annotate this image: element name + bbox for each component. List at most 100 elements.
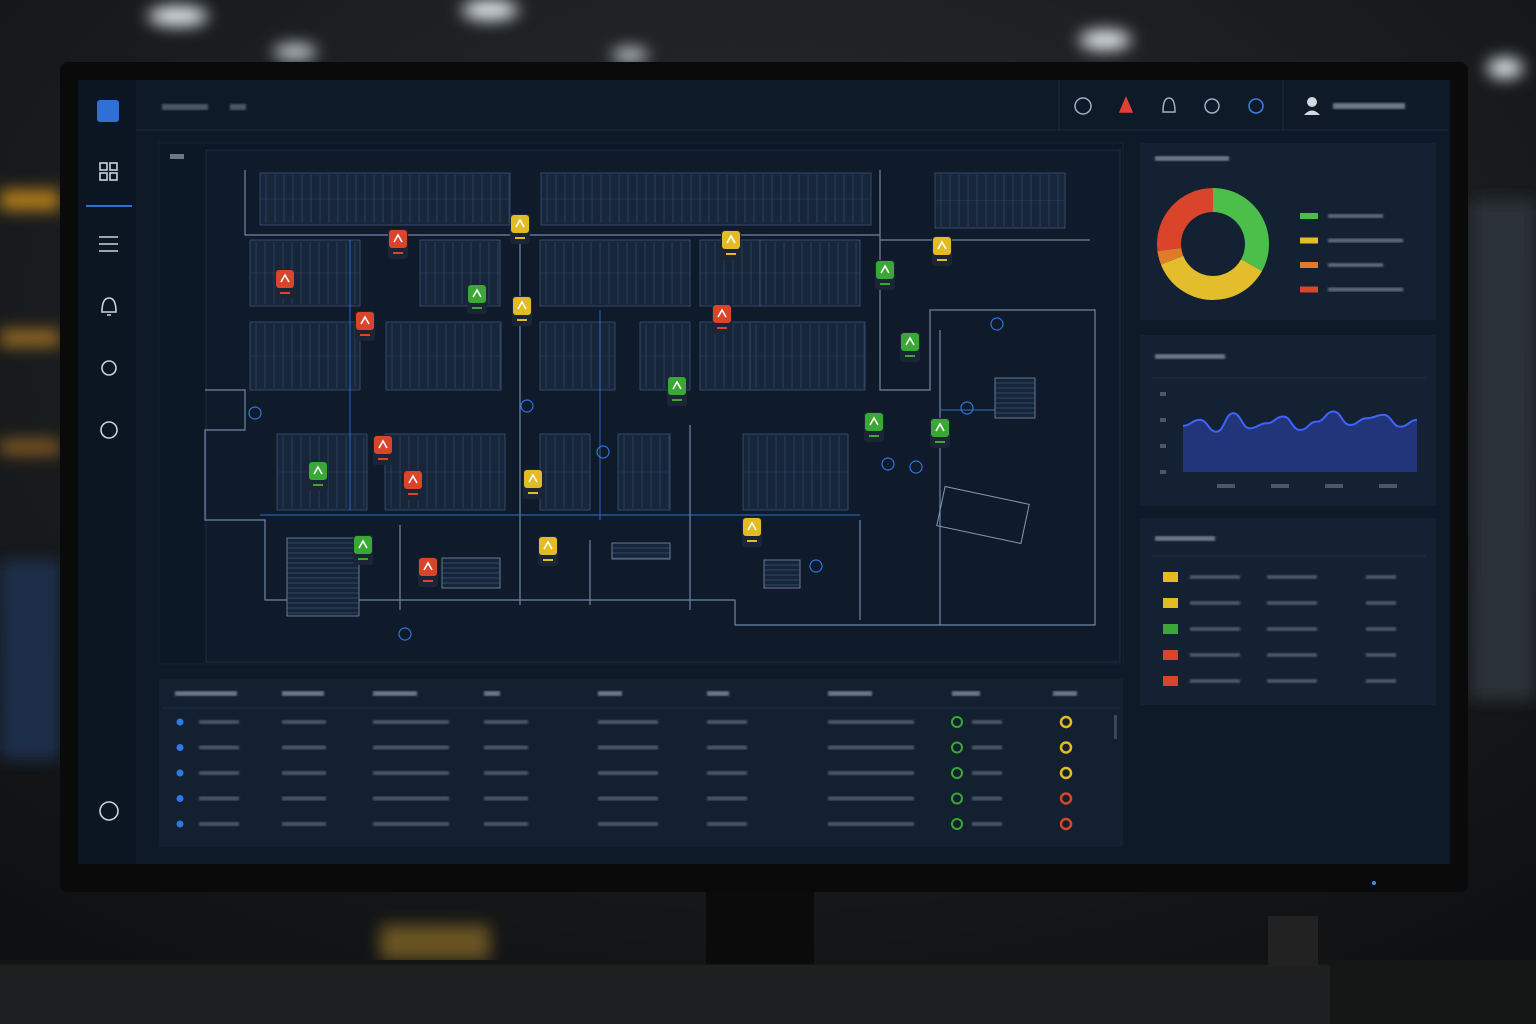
user-avatar[interactable] xyxy=(1307,97,1317,107)
status-marker[interactable] xyxy=(539,537,557,555)
status-marker[interactable] xyxy=(931,419,949,437)
cell-placeholder xyxy=(282,822,326,826)
cell-placeholder xyxy=(199,771,239,775)
status-marker[interactable] xyxy=(933,237,951,255)
status-marker[interactable] xyxy=(374,436,392,454)
zone-text-placeholder xyxy=(1267,575,1317,579)
status-marker[interactable] xyxy=(389,230,407,248)
cell-placeholder xyxy=(828,771,914,775)
cell-placeholder xyxy=(282,720,326,724)
status-marker[interactable] xyxy=(356,312,374,330)
cell-placeholder xyxy=(282,771,326,775)
row-status-ok xyxy=(951,818,963,830)
cell-placeholder xyxy=(484,822,528,826)
nav-alerts[interactable] xyxy=(101,297,117,316)
column-header-placeholder xyxy=(598,691,622,696)
row-indicator xyxy=(176,820,184,828)
status-marker-tag xyxy=(378,458,388,460)
status-marker[interactable] xyxy=(468,285,486,303)
status-marker-tag xyxy=(313,484,323,486)
app-logo[interactable] xyxy=(97,100,119,122)
topbar-add[interactable] xyxy=(1074,97,1092,115)
nav-dashboard[interactable] xyxy=(99,162,118,181)
status-marker[interactable] xyxy=(668,377,686,395)
status-marker[interactable] xyxy=(722,231,740,249)
walls xyxy=(204,170,1096,626)
column-header-placeholder xyxy=(828,691,872,696)
status-marker[interactable] xyxy=(419,558,437,576)
nav-help[interactable] xyxy=(100,421,118,439)
status-marker[interactable] xyxy=(354,536,372,554)
status-marker-icon xyxy=(935,422,945,432)
zone-text-placeholder xyxy=(1190,679,1240,683)
trend-chart xyxy=(1160,392,1418,488)
row-priority xyxy=(1059,792,1073,805)
sensor xyxy=(596,445,610,459)
axis-label-placeholder xyxy=(1160,392,1166,396)
status-marker[interactable] xyxy=(876,261,894,279)
axis-label-placeholder xyxy=(1160,418,1166,422)
status-marker[interactable] xyxy=(276,270,294,288)
nav-menu[interactable] xyxy=(99,236,118,252)
row-hitbox[interactable] xyxy=(162,787,1112,811)
column-header-placeholder xyxy=(952,691,980,696)
row-hitbox[interactable] xyxy=(162,812,1112,836)
zone-swatch[interactable] xyxy=(1163,650,1178,660)
zone-swatch[interactable] xyxy=(1163,572,1178,582)
topbar-config[interactable] xyxy=(1248,98,1264,114)
row-indicator xyxy=(176,769,184,777)
row-hitbox[interactable] xyxy=(162,710,1112,734)
status-marker[interactable] xyxy=(524,470,542,488)
user-avatar[interactable] xyxy=(1304,110,1320,116)
status-marker-icon xyxy=(717,308,727,318)
breadcrumb-placeholder[interactable] xyxy=(230,104,246,110)
status-marker[interactable] xyxy=(713,305,731,323)
cell-placeholder xyxy=(598,720,658,724)
trend-line xyxy=(1182,410,1418,433)
zones-list xyxy=(1163,572,1396,686)
status-marker[interactable] xyxy=(404,471,422,489)
status-marker[interactable] xyxy=(743,518,761,536)
legend-swatch xyxy=(1300,262,1318,268)
topbar-alarm[interactable] xyxy=(1118,96,1134,113)
cell-placeholder xyxy=(373,771,449,775)
user-name-placeholder[interactable] xyxy=(1333,103,1405,109)
status-marker-icon xyxy=(393,233,403,243)
nav-profile[interactable] xyxy=(99,801,119,821)
zone-text-placeholder xyxy=(1267,679,1317,683)
zone-swatch[interactable] xyxy=(1163,624,1178,634)
topbar-notifications[interactable] xyxy=(1162,97,1176,113)
row-status-ok xyxy=(951,767,963,779)
row-hitbox[interactable] xyxy=(162,736,1112,760)
zone-swatch[interactable] xyxy=(1163,598,1178,608)
cell-placeholder xyxy=(972,771,1002,775)
row-hitbox[interactable] xyxy=(162,761,1112,785)
row-indicator xyxy=(176,744,184,751)
status-marker[interactable] xyxy=(309,462,327,480)
topbar-settings[interactable] xyxy=(1204,98,1220,114)
zone-swatch[interactable] xyxy=(1163,676,1178,686)
zone-text-placeholder xyxy=(1267,601,1317,605)
panel-title-placeholder xyxy=(1155,156,1229,161)
cell-placeholder xyxy=(199,822,239,826)
scrollbar[interactable] xyxy=(1114,715,1117,739)
status-marker-icon xyxy=(672,380,682,390)
zone-text-placeholder xyxy=(1267,653,1317,657)
zone-text-placeholder xyxy=(1366,653,1396,657)
status-marker[interactable] xyxy=(513,297,531,315)
status-marker-tag xyxy=(935,441,945,443)
legend-label-placeholder xyxy=(1328,287,1403,292)
status-marker[interactable] xyxy=(511,215,529,233)
monitor-stand xyxy=(706,888,814,964)
panel-title-placeholder xyxy=(1155,354,1225,359)
cell-placeholder xyxy=(707,745,747,750)
status-marker-icon xyxy=(408,474,418,484)
status-marker[interactable] xyxy=(865,413,883,431)
nav-settings[interactable] xyxy=(101,360,117,376)
status-marker-icon xyxy=(313,465,323,475)
legend-swatch xyxy=(1300,237,1318,244)
status-marker-tag xyxy=(937,259,947,261)
cell-placeholder xyxy=(828,745,914,750)
status-marker[interactable] xyxy=(901,333,919,351)
breadcrumb-placeholder[interactable] xyxy=(162,104,208,110)
